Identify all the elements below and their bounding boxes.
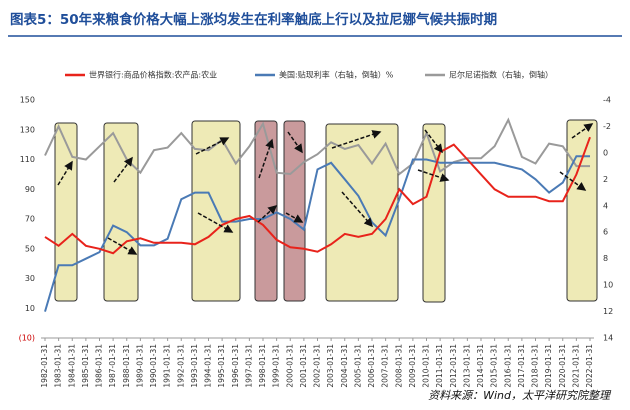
y-tick-label: 110 — [20, 155, 35, 164]
x-tick-label: 1996-01-31 — [231, 344, 240, 388]
x-tick-label: 2017-01-31 — [517, 344, 526, 388]
source-note: 资料来源：Wind，太平洋研究院整理 — [428, 389, 612, 402]
x-tick-label: 2007-01-31 — [381, 344, 390, 388]
x-tick-label: 2019-01-31 — [544, 344, 553, 388]
y-tick-label: 30 — [25, 274, 35, 283]
y2-tick-label: -2 — [603, 122, 611, 131]
x-tick-label: 2014-01-31 — [476, 344, 485, 388]
x-tick-label: 1983-01-31 — [54, 344, 63, 388]
x-tick-label: 2006-01-31 — [367, 344, 376, 388]
x-tick-label: 2013-01-31 — [462, 344, 471, 388]
x-tick-label: 2008-01-31 — [394, 344, 403, 388]
x-tick-label: 1999-01-31 — [272, 344, 281, 388]
y-tick-label: 130 — [20, 125, 35, 134]
x-tick-label: 2010-01-31 — [422, 344, 431, 388]
x-tick-label: 2018-01-31 — [531, 344, 540, 388]
x-tick-label: 2021-01-31 — [571, 344, 580, 388]
y2-tick-label: 2 — [603, 175, 608, 184]
x-tick-label: 2000-01-31 — [285, 344, 294, 388]
x-tick-label: 2002-01-31 — [313, 344, 322, 388]
series-line — [44, 117, 590, 176]
x-tick-label: 1993-01-31 — [190, 344, 199, 388]
y2-tick-label: 0 — [603, 148, 608, 157]
x-tick-label: 1998-01-31 — [258, 344, 267, 388]
y2-tick-label: 14 — [603, 334, 613, 343]
x-tick-label: 2005-01-31 — [353, 344, 362, 388]
y2-tick-label: -4 — [603, 96, 611, 105]
x-tick-label: 2003-01-31 — [326, 344, 335, 388]
x-tick-label: 1990-01-31 — [149, 344, 158, 388]
legend-label: 尼尔尼诺指数（右轴，倒轴） — [449, 70, 553, 80]
x-tick-label: 2012-01-31 — [449, 344, 458, 388]
x-tick-label: 1997-01-31 — [244, 344, 253, 388]
x-tick-label: 2004-01-31 — [340, 344, 349, 388]
x-tick-label: 2020-01-31 — [558, 344, 567, 388]
x-tick-label: 1988-01-31 — [122, 344, 131, 388]
y2-tick-label: 6 — [603, 228, 608, 237]
chart-title: 图表5：50年来粮食价格大幅上涨均发生在利率触底上行以及拉尼娜气候共振时期 — [10, 11, 497, 28]
y2-tick-label: 12 — [603, 307, 613, 316]
x-tick-label: 1982-01-31 — [40, 344, 49, 388]
x-tick-label: 1984-01-31 — [67, 344, 76, 388]
x-tick-label: 2016-01-31 — [503, 344, 512, 388]
x-tick-label: 1989-01-31 — [135, 344, 144, 388]
trend-arrows — [57, 123, 594, 255]
x-tick-label: 1992-01-31 — [176, 344, 185, 388]
x-tick-label: 1987-01-31 — [108, 344, 117, 388]
y-tick-label: 90 — [25, 185, 35, 194]
y-tick-label: 10 — [25, 304, 35, 313]
x-tick-label: 2009-01-31 — [408, 344, 417, 388]
x-tick-label: 1995-01-31 — [217, 344, 226, 388]
y-tick-label: 50 — [25, 244, 35, 253]
y-tick-label: 70 — [25, 215, 35, 224]
x-tick-label: 1994-01-31 — [204, 344, 213, 388]
y2-tick-label: 4 — [603, 201, 608, 210]
y2-tick-label: 10 — [603, 281, 613, 290]
series-line — [44, 136, 591, 255]
x-tick-label: 2001-01-31 — [299, 344, 308, 388]
y2-tick-label: 8 — [603, 254, 608, 263]
y-tick-label: (10) — [19, 334, 35, 343]
legend-label: 美国:贴现利率（右轴，倒轴）% — [279, 70, 394, 80]
x-tick-label: 1986-01-31 — [95, 344, 104, 388]
x-tick-label: 2022-01-31 — [585, 344, 594, 388]
x-tick-label: 2011-01-31 — [435, 344, 444, 388]
x-tick-label: 1991-01-31 — [163, 344, 172, 388]
x-tick-label: 2015-01-31 — [490, 344, 499, 388]
x-tick-label: 1985-01-31 — [81, 344, 90, 388]
series-line — [44, 155, 590, 312]
y-tick-label: 150 — [20, 96, 35, 105]
legend-label: 世界银行:商品价格指数:农产品:农业 — [89, 70, 217, 80]
